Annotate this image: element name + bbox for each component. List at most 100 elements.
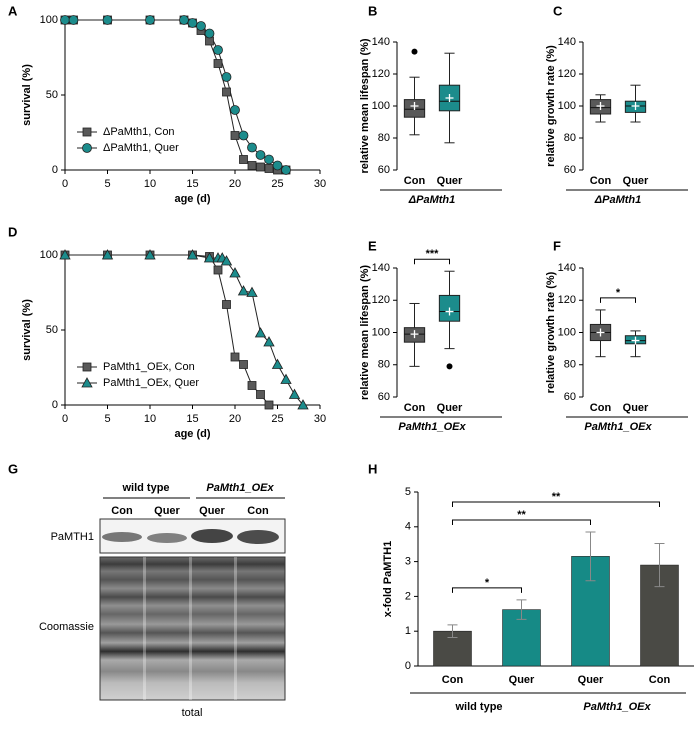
lane-gap [143, 557, 146, 700]
lane-gap [234, 557, 237, 700]
legend-label: PaMth1_OEx, Quer [103, 377, 199, 389]
x-tick-label: Con [442, 674, 464, 686]
group-label: ΔPaMth1 [594, 194, 642, 206]
mean [410, 330, 419, 339]
y-tick-label: 4 [405, 521, 411, 533]
x-tick-label: Quer [437, 402, 463, 414]
row-label: Coomassie [39, 621, 94, 633]
marker [82, 143, 92, 153]
y-tick-label: 0 [405, 660, 411, 672]
y-tick-label: 80 [378, 132, 390, 144]
y-tick-label: 60 [564, 164, 576, 176]
legend-label: PaMth1_OEx, Con [103, 361, 195, 373]
error-bar [516, 599, 527, 620]
lane-label: Quer [199, 505, 225, 517]
y-tick-label: 50 [46, 89, 58, 101]
x-tick-label: 25 [271, 178, 283, 190]
blot-band [237, 530, 279, 544]
marker [255, 150, 266, 160]
blot-group-label: PaMth1_OEx [206, 482, 274, 494]
panel-letter: B [368, 3, 377, 18]
x-tick-label: Con [404, 175, 426, 187]
y-tick-label: 140 [558, 36, 576, 48]
significance-label: *** [426, 248, 440, 260]
group-label: PaMth1_OEx [398, 421, 466, 433]
marker [59, 249, 71, 260]
x-tick-label: Con [649, 674, 671, 686]
marker [68, 15, 79, 25]
marker [247, 161, 257, 170]
marker [264, 164, 274, 173]
error-bar [447, 624, 458, 638]
y-tick-label: 120 [372, 294, 390, 306]
y-tick-label: 80 [378, 359, 390, 371]
marker [229, 267, 241, 278]
mean [596, 102, 605, 110]
x-tick-label: 10 [144, 178, 156, 190]
marker [222, 87, 231, 97]
marker [187, 18, 198, 28]
marker [272, 160, 283, 171]
marker [213, 265, 223, 275]
panel-letter: D [8, 224, 17, 239]
y-tick-label: 100 [558, 326, 576, 338]
significance-label: * [485, 577, 490, 589]
lane-gap [189, 557, 192, 700]
x-tick-label: 15 [186, 413, 198, 425]
significance-bracket [452, 587, 522, 593]
x-tick-label: 20 [229, 178, 241, 190]
x-tick-label: 25 [271, 413, 283, 425]
y-tick-label: 5 [405, 486, 411, 498]
y-axis-label: relative mean lifespan (%) [359, 38, 371, 173]
y-tick-label: 100 [40, 14, 58, 26]
group-label: wild type [454, 701, 502, 713]
marker [230, 131, 240, 140]
lane-label: Con [111, 505, 133, 517]
x-tick-label: 30 [314, 413, 326, 425]
mean [410, 102, 419, 110]
marker [288, 388, 301, 399]
y-tick-label: 100 [40, 249, 58, 261]
legend-label: ΔPaMth1, Con [103, 126, 175, 138]
marker [220, 255, 233, 266]
marker [264, 400, 274, 410]
marker [247, 142, 257, 153]
y-axis-label: survival (%) [21, 64, 33, 126]
y-tick-label: 120 [558, 68, 576, 80]
y-tick-label: 50 [46, 324, 58, 336]
panel-letter: G [8, 461, 18, 476]
y-axis-label: relative growth rate (%) [545, 271, 557, 393]
significance-bracket [414, 258, 450, 265]
blot-band [147, 533, 187, 543]
marker [254, 327, 267, 338]
y-tick-label: 140 [372, 262, 390, 274]
x-tick-label: 30 [314, 178, 326, 190]
marker [102, 15, 113, 25]
marker [222, 300, 231, 309]
marker [196, 21, 206, 31]
significance-bracket [452, 519, 591, 526]
marker [239, 360, 248, 369]
panel-letter: H [368, 461, 377, 476]
x-tick-label: Quer [623, 402, 649, 414]
panel-letter: E [368, 238, 377, 253]
blot-band [191, 529, 233, 543]
mean [445, 307, 454, 316]
marker [256, 390, 265, 399]
y-tick-label: 60 [564, 391, 576, 403]
marker [81, 377, 93, 388]
y-tick-label: 60 [378, 164, 390, 176]
y-tick-label: 120 [372, 68, 390, 80]
lane-label: Quer [154, 505, 180, 517]
y-tick-label: 0 [52, 164, 58, 176]
marker [186, 249, 199, 260]
marker [82, 127, 92, 137]
y-axis-label: survival (%) [21, 299, 33, 361]
x-tick-label: Con [590, 175, 612, 187]
panel-letter: A [8, 3, 18, 18]
marker [144, 249, 156, 260]
marker [247, 381, 257, 390]
blot-band [102, 532, 142, 542]
marker [230, 105, 240, 115]
